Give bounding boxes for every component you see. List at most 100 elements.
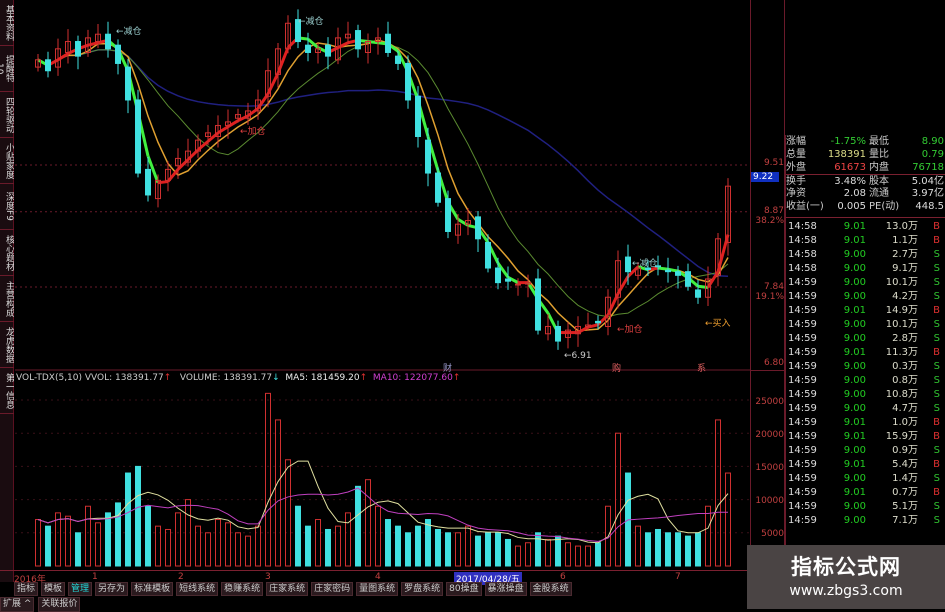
tick-price: 9.00 [843, 515, 866, 526]
tick-direction: B [933, 431, 940, 442]
tick-row: 14:59 9.01 5.4万 B [786, 458, 945, 472]
tick-volume: 0.8万 [892, 375, 918, 386]
trend-line-segment [237, 114, 249, 123]
volume-value: VOLUME: 138391.77 [179, 373, 273, 383]
volume-bar [335, 525, 341, 567]
sidebar-item[interactable]: 四轮驱动 [0, 92, 14, 138]
volume-bar [155, 525, 161, 567]
kline-chart[interactable] [15, 0, 750, 570]
candle-body [675, 271, 681, 276]
tick-price: 9.01 [843, 347, 866, 358]
candle-body [395, 55, 401, 64]
stat-label: 内盘 [869, 162, 889, 173]
event-marker[interactable]: 系 [697, 364, 707, 374]
sidebar-item[interactable]: 深度F9 [0, 184, 14, 230]
volume-bar [225, 522, 231, 567]
volume-bar [715, 419, 721, 567]
stat-label: 量比 [869, 149, 889, 160]
trend-line-segment [507, 275, 519, 284]
indicator-name[interactable]: VOL-TDX(5,10) [16, 373, 83, 383]
event-marker[interactable]: 财 [443, 364, 453, 374]
volume-bar [565, 542, 571, 567]
candle-body [705, 278, 711, 298]
toolbar-button[interactable]: 金股系统 [529, 582, 572, 596]
volume-bar [695, 532, 701, 567]
trend-line-segment [266, 72, 280, 95]
tick-direction: B [933, 221, 940, 232]
volume-bar [45, 525, 51, 567]
stat-label: 股本 [869, 176, 889, 187]
stat-label: PE(动) [869, 201, 900, 212]
toolbar-button[interactable]: 指标 [14, 582, 39, 596]
tick-price: 9.01 [843, 431, 866, 442]
candle-body [565, 329, 571, 338]
tick-direction: S [933, 249, 940, 260]
candle-body [335, 37, 341, 61]
candle-body [485, 241, 491, 269]
sidebar-item[interactable]: 基本资料 [0, 0, 14, 46]
trend-line-segment [87, 41, 99, 47]
fib-label: 38.2% [755, 216, 784, 226]
related-quotes-button[interactable]: 关联报价 [38, 597, 81, 612]
time-label: 2016年 [14, 575, 46, 585]
quote-stats: 涨幅 -1.75% 最低 8.90 总量 138391 量比 0.79 外盘 61673 内盘 767… [786, 135, 945, 213]
tick-row: 14:59 9.00 5.1万 S [786, 500, 945, 514]
volume-bar [325, 528, 331, 567]
tick-row: 14:58 9.00 2.7万 S [786, 248, 945, 262]
sidebar-item[interactable]: 龙虎数据 [0, 322, 14, 368]
toolbar-button[interactable]: 另存为 [95, 582, 129, 596]
low-annotation: ←6.91 [564, 351, 592, 361]
tick-time: 14:59 [788, 403, 817, 414]
toolbar-button[interactable]: 模板 [41, 582, 66, 596]
expand-button[interactable]: 扩展 ^ [0, 597, 35, 612]
tick-price: 9.00 [843, 375, 866, 386]
trend-line-segment [657, 266, 669, 271]
tick-volume: 0.9万 [892, 445, 918, 456]
tick-volume: 5.4万 [892, 459, 918, 470]
toolbar-button[interactable]: 稳赚系统 [221, 582, 264, 596]
candle-body [275, 48, 281, 75]
toolbar-button[interactable]: 管理 [68, 582, 93, 596]
trend-line-segment [697, 284, 709, 289]
toolbar-button[interactable]: 量图系统 [356, 582, 399, 596]
volume-bar [245, 535, 251, 567]
reduce-annotation: ←减仓 [298, 17, 324, 27]
volume-bar [575, 545, 581, 567]
stat-label: 外盘 [786, 162, 806, 173]
toolbar-button[interactable]: 80操盘 [446, 582, 482, 596]
volume-axis: 25000 20000 15000 10000 5000 [750, 370, 785, 570]
candle-body [605, 296, 611, 327]
toolbar-button[interactable]: 庄家系统 [266, 582, 309, 596]
sidebar-item[interactable]: 核心题材 [0, 230, 14, 276]
event-marker[interactable]: 购 [612, 364, 622, 374]
tick-time: 14:59 [788, 417, 817, 428]
candle-body [535, 278, 541, 331]
volume-bar [75, 532, 81, 567]
tick-time: 14:59 [788, 515, 817, 526]
tick-time: 14:59 [788, 389, 817, 400]
tick-direction: S [933, 361, 940, 372]
sidebar-item[interactable]: 小贴家度 [0, 138, 14, 184]
toolbar-button[interactable]: 标准模板 [131, 582, 174, 596]
toolbar-button[interactable]: 庄家密码 [311, 582, 354, 596]
tick-price: 9.01 [843, 235, 866, 246]
trend-line-segment [166, 168, 180, 183]
candle-body [575, 325, 581, 335]
tick-volume: 10.1万 [885, 277, 918, 288]
tick-price: 9.00 [843, 361, 866, 372]
toolbar-button[interactable]: 暴涨操盘 [484, 582, 527, 596]
candle-body [385, 33, 391, 53]
volume-bar [215, 519, 221, 567]
volume-bar [535, 532, 541, 567]
sidebar-item[interactable]: 提醒特10 [0, 46, 14, 92]
toolbar-button[interactable]: 罗盘系统 [401, 582, 444, 596]
stat-value: 61673 [834, 162, 866, 173]
candle-body [185, 150, 191, 163]
sidebar-item[interactable]: 第一信息 [0, 368, 14, 414]
toolbar-button[interactable]: 短线系统 [176, 582, 219, 596]
candle-body [455, 223, 461, 236]
tick-price: 9.01 [843, 487, 866, 498]
tick-direction: S [933, 515, 940, 526]
volume-bar [355, 485, 361, 567]
sidebar-item[interactable]: 主营构成 [0, 276, 14, 322]
